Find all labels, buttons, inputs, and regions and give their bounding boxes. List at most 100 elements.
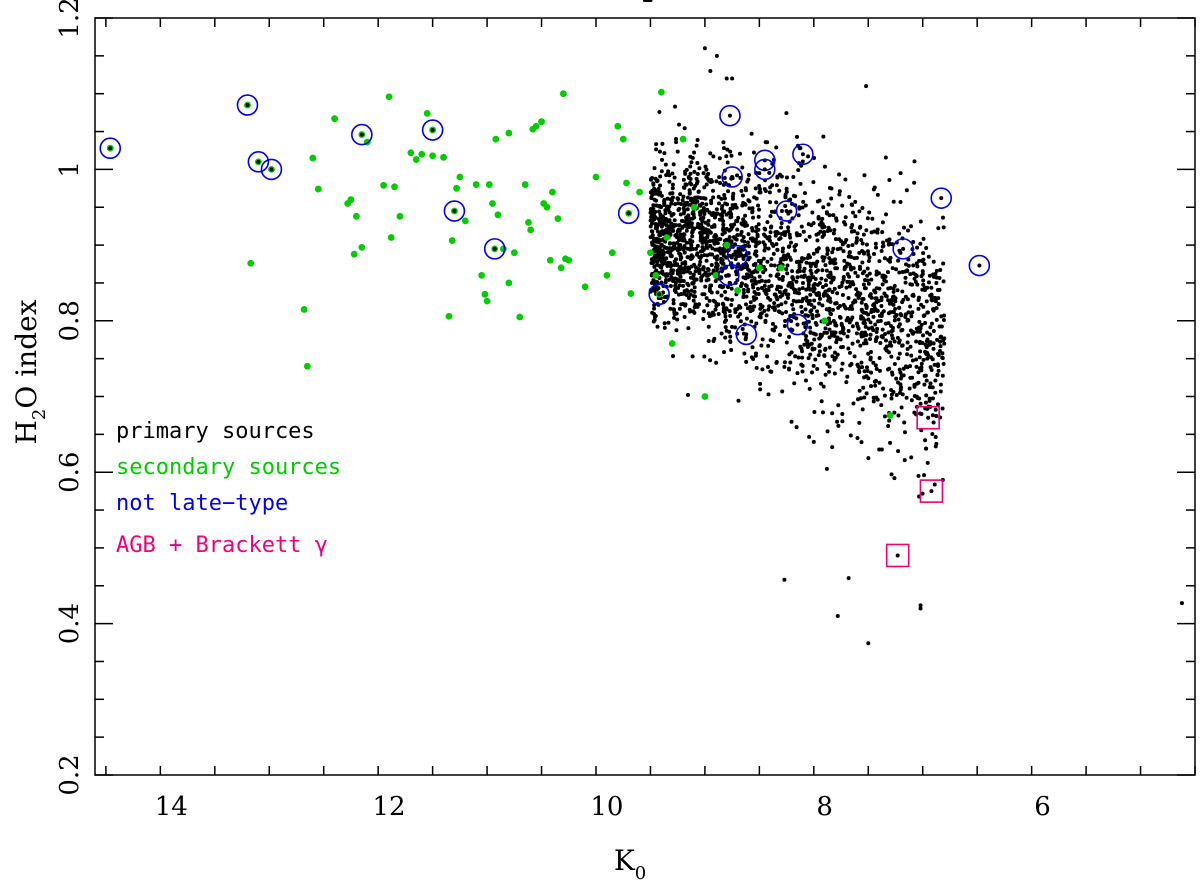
primary-point (900, 289, 905, 294)
primary-point (914, 364, 919, 369)
primary-point (683, 201, 688, 206)
primary-point (850, 243, 855, 248)
primary-point (874, 269, 879, 274)
secondary-point (303, 362, 311, 370)
primary-point (765, 364, 770, 369)
primary-point (750, 206, 755, 211)
primary-point (805, 339, 810, 344)
secondary-point (734, 287, 741, 294)
secondary-point (565, 256, 573, 264)
primary-point (688, 177, 693, 182)
primary-point (797, 269, 802, 274)
primary-point (938, 335, 943, 340)
primary-point (865, 273, 870, 278)
primary-point (926, 254, 931, 259)
agb-brackett-marker (916, 405, 940, 430)
primary-point (889, 392, 894, 397)
not-late-type-marker (792, 143, 814, 166)
primary-point (774, 183, 779, 188)
secondary-point (663, 234, 671, 241)
primary-point (705, 245, 710, 250)
primary-point (863, 286, 868, 291)
primary-point (877, 368, 882, 373)
secondary-point (472, 181, 480, 188)
primary-point (891, 289, 896, 294)
primary-point (832, 286, 837, 291)
primary-point (889, 396, 894, 401)
primary-point (807, 342, 812, 347)
primary-point (873, 378, 878, 383)
primary-point (784, 267, 789, 272)
primary-point (729, 348, 734, 353)
primary-point (657, 110, 662, 115)
secondary-point (592, 173, 600, 181)
primary-point (934, 306, 939, 311)
primary-point (869, 384, 874, 389)
primary-point (800, 286, 805, 291)
secondary-point (309, 154, 317, 162)
primary-point (864, 374, 869, 379)
primary-point (845, 261, 850, 266)
primary-point (896, 258, 901, 263)
primary-point (747, 206, 752, 211)
secondary-sources-layer (106, 88, 894, 419)
primary-point (709, 283, 714, 288)
primary-point (830, 289, 835, 294)
y-tick-label: 0.4 (55, 603, 85, 644)
secondary-point (554, 215, 562, 223)
primary-point (775, 297, 780, 302)
primary-point (905, 365, 910, 370)
primary-point (655, 188, 660, 193)
primary-point (699, 224, 704, 229)
primary-point (777, 188, 782, 193)
primary-point (704, 202, 709, 207)
primary-point (820, 216, 825, 221)
primary-point (902, 420, 907, 425)
primary-point (918, 219, 923, 224)
primary-point (779, 208, 784, 213)
primary-point (846, 576, 851, 581)
secondary-point (712, 271, 720, 279)
primary-point (812, 346, 817, 351)
secondary-point (636, 188, 643, 196)
primary-point (799, 224, 804, 229)
primary-point (854, 331, 859, 336)
primary-point (784, 189, 789, 194)
primary-point (861, 232, 866, 237)
primary-point (795, 134, 800, 139)
primary-point (672, 288, 677, 293)
primary-point (677, 251, 682, 256)
primary-point (940, 373, 945, 378)
primary-point (657, 209, 662, 214)
primary-point (673, 276, 678, 281)
primary-point (881, 309, 886, 314)
primary-point (792, 381, 797, 386)
not-late-type-marker (721, 166, 743, 188)
primary-point (723, 314, 728, 319)
primary-point (690, 155, 695, 160)
primary-point (925, 310, 930, 315)
primary-point (804, 287, 809, 292)
primary-point (714, 179, 719, 184)
primary-point (808, 292, 813, 297)
primary-point (668, 197, 673, 202)
primary-point (650, 261, 655, 266)
primary-point (774, 145, 779, 150)
primary-point (774, 242, 779, 247)
primary-point (929, 292, 934, 297)
primary-point (665, 264, 670, 269)
primary-point (875, 192, 880, 197)
primary-point (721, 222, 726, 227)
primary-point (927, 398, 932, 403)
primary-point (725, 147, 730, 152)
primary-point (873, 296, 878, 301)
primary-point (814, 247, 819, 252)
primary-point (723, 296, 728, 301)
primary-point (898, 200, 903, 205)
primary-point (897, 305, 902, 310)
primary-point (931, 272, 936, 277)
primary-point (853, 214, 858, 219)
primary-point (933, 407, 938, 412)
primary-point (790, 275, 795, 280)
primary-point (825, 248, 830, 253)
